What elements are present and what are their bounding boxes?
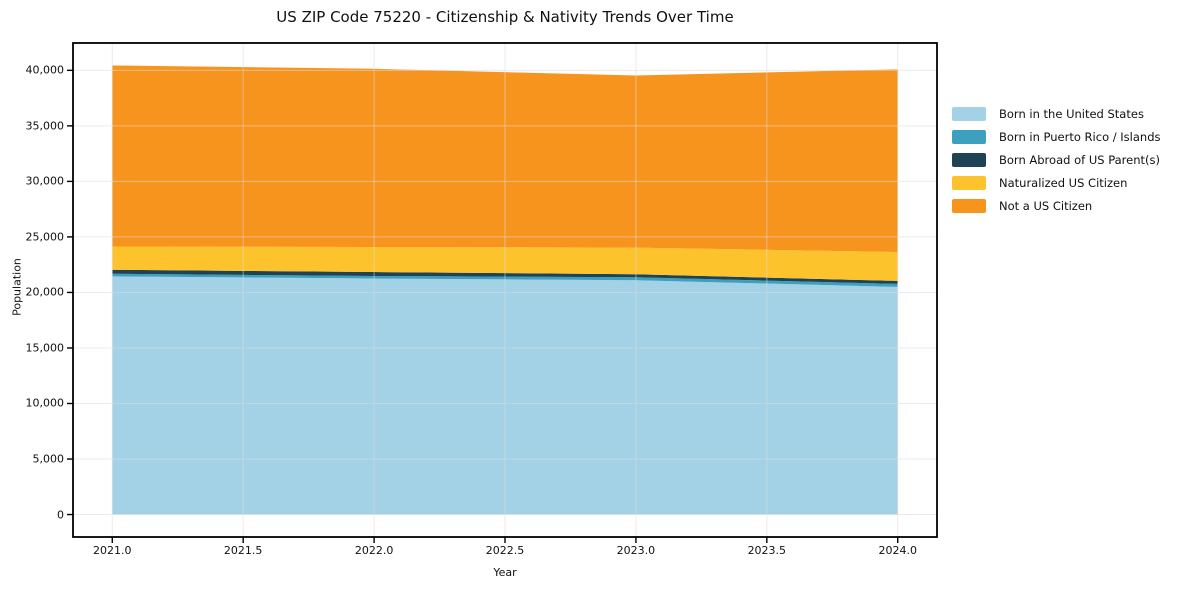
- legend-label: Born in Puerto Rico / Islands: [999, 130, 1161, 144]
- x-tick-label: 2021.5: [223, 544, 263, 557]
- y-tick-label: 30,000: [25, 174, 65, 188]
- x-axis-label: Year: [493, 566, 517, 579]
- legend-label: Naturalized US Citizen: [999, 176, 1128, 190]
- x-tick-label: 2021.0: [93, 544, 132, 557]
- x-tick-label: 2022.5: [485, 544, 525, 557]
- y-tick-label: 20,000: [25, 285, 65, 299]
- legend-item-not-a-us-citizen: Not a US Citizen: [952, 199, 1161, 213]
- y-tick-label: 10,000: [25, 396, 65, 410]
- x-tick-label: 2024.0: [878, 544, 917, 557]
- legend-label: Born Abroad of US Parent(s): [999, 153, 1160, 167]
- legend-swatch: [952, 199, 986, 213]
- y-tick-label: 0: [57, 508, 64, 522]
- legend-label: Born in the United States: [999, 107, 1144, 121]
- y-tick-label: 35,000: [25, 119, 65, 133]
- area-born-in-puerto-rico-islands: [112, 273, 898, 287]
- y-tick-label: 40,000: [25, 63, 65, 77]
- area-born-abroad-of-us-parent-s: [112, 269, 898, 284]
- legend-item-born-in-puerto-rico-islands: Born in Puerto Rico / Islands: [952, 130, 1161, 144]
- x-tick-label: 2022.0: [354, 544, 394, 557]
- y-tick-label: 5,000: [32, 452, 65, 466]
- legend-item-naturalized-us-citizen: Naturalized US Citizen: [952, 176, 1161, 190]
- x-tick-label: 2023.0: [616, 544, 656, 557]
- legend-swatch: [952, 130, 986, 144]
- legend-swatch: [952, 176, 986, 190]
- y-axis-label: Population: [10, 258, 24, 316]
- chart-title: US ZIP Code 75220 - Citizenship & Nativi…: [276, 8, 734, 26]
- legend-swatch: [952, 153, 986, 167]
- legend-item-born-abroad-of-us-parent-s: Born Abroad of US Parent(s): [952, 153, 1161, 167]
- legend-label: Not a US Citizen: [999, 199, 1093, 213]
- x-tick-label: 2023.5: [747, 544, 787, 557]
- y-tick-label: 25,000: [25, 230, 65, 244]
- legend: Born in the United States Born in Puerto …: [952, 107, 1161, 213]
- legend-swatch: [952, 107, 986, 121]
- legend-item-born-in-the-united-states: Born in the United States: [952, 107, 1161, 121]
- plot-area: [67, 42, 938, 543]
- y-tick-label: 15,000: [25, 341, 65, 355]
